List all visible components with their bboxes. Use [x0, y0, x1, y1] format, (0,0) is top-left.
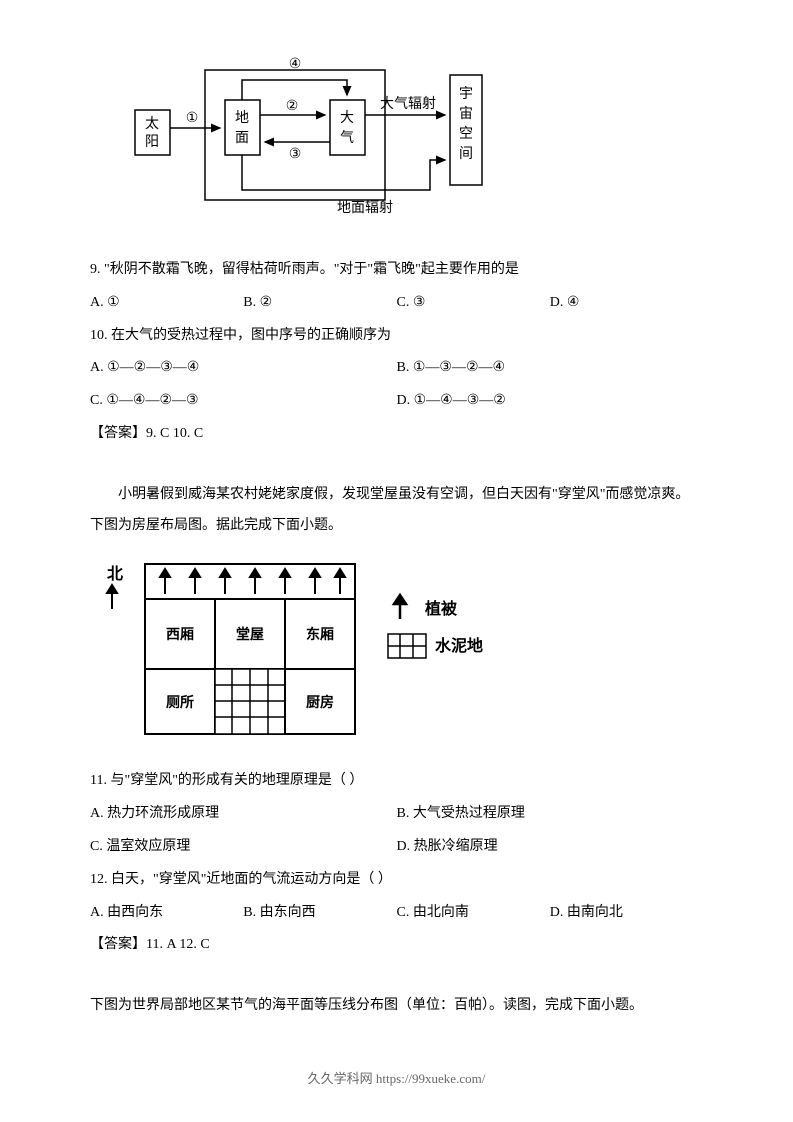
kitchen-label: 厨房 [306, 694, 334, 711]
question-10-text: 10. 在大气的受热过程中，图中序号的正确顺序为 [90, 321, 703, 352]
question-9-options: A. ① B. ② C. ③ D. ④ [90, 288, 703, 319]
question-9-text: 9. "秋阴不散霜飞晚，留得枯荷听雨声。"对于"霜飞晚"起主要作用的是 [90, 255, 703, 286]
question-12-options: A. 由西向东 B. 由东向西 C. 由北向南 D. 由南向北 [90, 898, 703, 929]
q9-opt-d: D. ④ [550, 288, 703, 319]
q11-opt-d: D. 热胀冷缩原理 [397, 832, 704, 863]
q9-opt-c: C. ③ [397, 288, 550, 319]
question-11-text: 11. 与"穿堂风"的形成有关的地理原理是（ ） [90, 766, 703, 797]
sun-label: 太 [145, 116, 159, 132]
q12-opt-c: C. 由北向南 [397, 898, 550, 929]
q11-opt-b: B. 大气受热过程原理 [397, 799, 704, 830]
arrow4-label: ④ [289, 57, 302, 72]
question-12-text: 12. 白天，"穿堂风"近地面的气流运动方向是（ ） [90, 865, 703, 896]
north-label: 北 [107, 565, 123, 583]
passage-2: 小明暑假到威海某农村姥姥家度假，发现堂屋虽没有空调，但白天因有"穿堂风"而感觉凉… [90, 480, 703, 542]
q11-opt-c: C. 温室效应原理 [90, 832, 397, 863]
east-room-label: 东厢 [306, 626, 334, 643]
q12-opt-b: B. 由东向西 [243, 898, 396, 929]
legend-cement: 水泥地 [435, 636, 483, 655]
question-10-options-row1: A. ①—②—③—④ B. ①—③—②—④ [90, 353, 703, 384]
passage-3: 下图为世界局部地区某节气的海平面等压线分布图（单位：百帕）。读图，完成下面小题。 [90, 991, 703, 1022]
legend-vegetation: 植被 [424, 599, 458, 618]
toilet-label: 厕所 [166, 694, 194, 711]
space-label: 宇 [459, 86, 473, 102]
page-footer: 久久学科网 https://99xueke.com/ [0, 1068, 793, 1087]
house-layout-diagram: 北 西厢 堂屋 东厢 厕所 厨房 [90, 549, 703, 754]
q12-opt-d: D. 由南向北 [550, 898, 703, 929]
ground-radiation-label: 地面辐射 [337, 200, 393, 216]
q11-opt-a: A. 热力环流形成原理 [90, 799, 397, 830]
question-11-options-row2: C. 温室效应原理 D. 热胀冷缩原理 [90, 832, 703, 863]
atmospheric-diagram: 太 阳 地 面 大 气 宇 宙 空 间 ① ② ③ ④ 大气辐射 地面辐射 [130, 50, 703, 235]
west-room-label: 西厢 [166, 627, 194, 643]
q9-opt-b: B. ② [243, 288, 396, 319]
question-11-options-row1: A. 热力环流形成原理 B. 大气受热过程原理 [90, 799, 703, 830]
answer-9-10: 【答案】9. C 10. C [90, 419, 703, 450]
svg-text:宙: 宙 [459, 106, 473, 122]
q10-opt-a: A. ①—②—③—④ [90, 353, 397, 384]
atm-radiation-label: 大气辐射 [380, 96, 436, 112]
atmosphere-label: 大 [340, 110, 354, 126]
arrow1-label: ① [186, 111, 199, 126]
q10-opt-c: C. ①—④—②—③ [90, 386, 397, 417]
svg-text:面: 面 [235, 131, 249, 146]
q10-opt-d: D. ①—④—③—② [397, 386, 704, 417]
svg-text:气: 气 [340, 130, 354, 146]
q12-opt-a: A. 由西向东 [90, 898, 243, 929]
q10-opt-b: B. ①—③—②—④ [397, 353, 704, 384]
answer-11-12: 【答案】11. A 12. C [90, 930, 703, 961]
q9-opt-a: A. ① [90, 288, 243, 319]
arrow2-label: ② [286, 99, 299, 114]
main-room-label: 堂屋 [236, 626, 264, 643]
svg-text:空: 空 [459, 126, 473, 142]
ground-label: 地 [235, 110, 249, 126]
arrow3-label: ③ [289, 147, 302, 162]
question-10-options-row2: C. ①—④—②—③ D. ①—④—③—② [90, 386, 703, 417]
svg-text:间: 间 [459, 146, 473, 162]
svg-text:阳: 阳 [145, 134, 159, 150]
